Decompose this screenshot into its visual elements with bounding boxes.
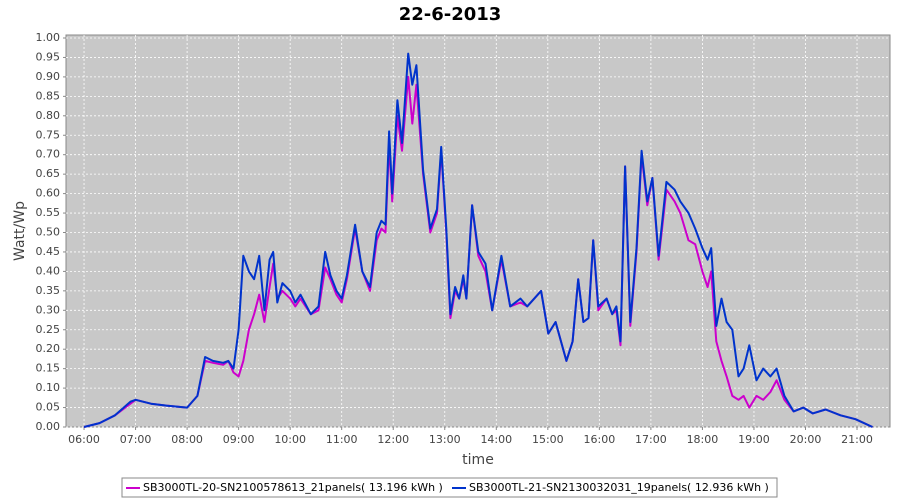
x-tick-label: 15:00 xyxy=(532,433,564,446)
x-axis-label: time xyxy=(462,452,494,468)
y-tick-label: 0.45 xyxy=(36,245,61,258)
y-tick-label: 1.00 xyxy=(36,31,61,44)
legend-box xyxy=(121,477,778,498)
x-tick-label: 13:00 xyxy=(429,433,461,446)
chart-title: 22-6-2013 xyxy=(399,4,502,25)
x-tick-label: 06:00 xyxy=(68,433,100,446)
y-tick-label: 0.10 xyxy=(36,381,61,394)
legend-label: SB3000TL-20-SN2100578613_21panels( 13.19… xyxy=(143,481,443,494)
x-tick-label: 09:00 xyxy=(223,433,255,446)
y-tick-label: 0.85 xyxy=(36,89,61,102)
y-tick-label: 0.00 xyxy=(36,420,61,433)
y-tick-label: 0.30 xyxy=(36,303,61,316)
series-line xyxy=(83,52,873,428)
x-tick-label: 10:00 xyxy=(274,433,306,446)
y-tick-label: 0.05 xyxy=(36,401,61,414)
y-tick-label: 0.60 xyxy=(36,187,61,200)
y-tick-label: 0.35 xyxy=(36,284,61,297)
y-tick-label: 0.40 xyxy=(36,264,61,277)
x-tick-label: 18:00 xyxy=(687,433,719,446)
y-axis-label: Watt/Wp xyxy=(12,201,28,261)
y-tick-label: 0.75 xyxy=(36,128,61,141)
plot-area xyxy=(65,34,891,428)
x-tick-label: 21:00 xyxy=(841,433,873,446)
y-tick-label: 0.80 xyxy=(36,109,61,122)
y-tick-label: 0.65 xyxy=(36,167,61,180)
y-tick-label: 0.25 xyxy=(36,323,61,336)
y-tick-label: 0.95 xyxy=(36,50,61,63)
y-tick-label: 0.20 xyxy=(36,342,61,355)
y-tick-label: 0.55 xyxy=(36,206,61,219)
x-tick-label: 17:00 xyxy=(635,433,667,446)
y-tick-label: 0.50 xyxy=(36,226,61,239)
x-tick-label: 14:00 xyxy=(480,433,512,446)
x-tick-label: 12:00 xyxy=(377,433,409,446)
x-tick-label: 20:00 xyxy=(790,433,822,446)
x-tick-label: 19:00 xyxy=(738,433,770,446)
y-tick-label: 0.15 xyxy=(36,362,61,375)
y-tick-label: 0.70 xyxy=(36,148,61,161)
legend-label: SB3000TL-21-SN2130032031_19panels( 12.93… xyxy=(469,481,769,494)
y-tick-label: 0.90 xyxy=(36,70,61,83)
x-tick-label: 07:00 xyxy=(120,433,152,446)
x-tick-label: 11:00 xyxy=(326,433,358,446)
x-tick-label: 16:00 xyxy=(584,433,616,446)
x-tick-label: 08:00 xyxy=(171,433,203,446)
